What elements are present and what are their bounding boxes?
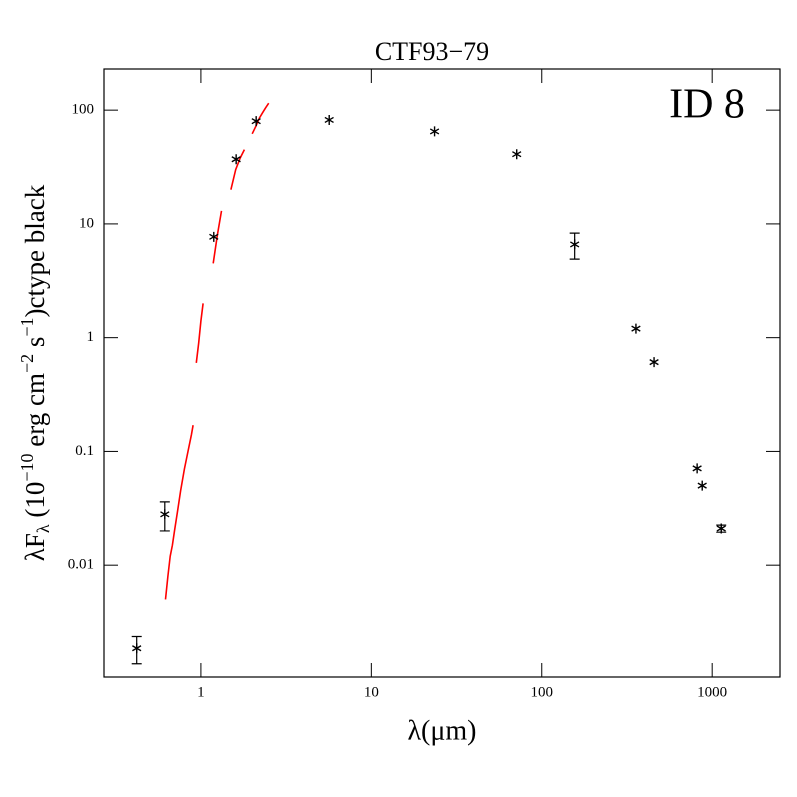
- y-axis-label-part: −1: [17, 317, 37, 336]
- spectrum-line: [164, 102, 270, 600]
- y-axis-label-part: λF: [20, 533, 50, 561]
- y-tick-label: 0.01: [68, 557, 94, 573]
- data-point: [692, 463, 702, 474]
- data-point: [132, 643, 142, 654]
- y-tick-label: 10: [79, 215, 94, 231]
- y-axis-label: λFλ (10−10 erg cm−2 s−1)ctype black: [17, 184, 53, 561]
- data-point: [631, 323, 641, 334]
- data-point: [512, 149, 522, 160]
- y-tick-label: 100: [72, 102, 95, 118]
- data-point: [324, 114, 334, 125]
- x-tick-label: 1: [197, 684, 205, 700]
- y-axis-label-part: s: [20, 337, 50, 354]
- data-point: [160, 509, 170, 520]
- y-axis-label-part: λ: [33, 524, 53, 533]
- y-axis-label-part: )ctype black: [20, 184, 50, 317]
- data-point: [251, 116, 261, 127]
- data-point: [231, 154, 241, 165]
- data-point: [429, 126, 440, 137]
- data-point: [209, 231, 219, 242]
- y-axis-label-part: erg cm: [20, 373, 50, 453]
- x-tick-label: 1000: [697, 684, 727, 700]
- data-point: [569, 239, 580, 250]
- y-axis-label-part: −10: [17, 454, 37, 482]
- x-tick-label: 10: [364, 684, 379, 700]
- y-tick-label: 0.1: [75, 443, 94, 459]
- y-axis-label-part: (10: [20, 482, 50, 525]
- y-axis-label-part: −2: [17, 354, 37, 373]
- chart-title: CTF93−79: [375, 37, 489, 66]
- annotation: ID 8: [669, 82, 745, 128]
- data-point: [649, 357, 659, 368]
- data-point: [697, 480, 707, 491]
- x-tick-label: 100: [531, 684, 554, 700]
- x-axis-label: λ(μm): [407, 715, 476, 746]
- data-point: [716, 523, 726, 534]
- plot-frame: [103, 68, 781, 678]
- y-tick-label: 1: [87, 329, 95, 345]
